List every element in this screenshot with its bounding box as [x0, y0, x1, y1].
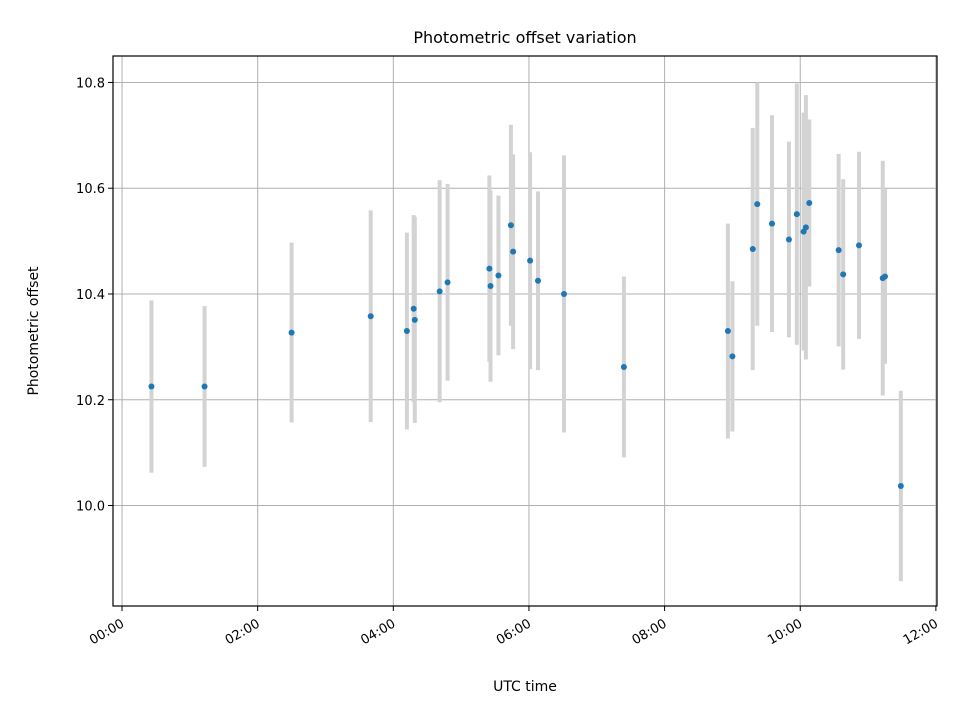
x-axis-ticks: 00:00 02:00 04:00 06:00 08:00 10:00 12:00 [87, 606, 941, 648]
data-point [897, 482, 904, 489]
data-point [840, 271, 847, 278]
data-point [411, 316, 418, 323]
data-point [620, 363, 627, 370]
data-point [749, 246, 756, 253]
data-point [785, 236, 792, 243]
x-tick-label: 10:00 [765, 616, 805, 648]
y-tick-label: 10.8 [76, 76, 105, 91]
data-point [527, 257, 534, 264]
plot-frame [112, 55, 938, 607]
x-tick-label: 04:00 [358, 616, 398, 648]
data-point [754, 201, 761, 208]
y-axis-label: Photometric offset [26, 266, 42, 396]
data-point [507, 222, 514, 229]
data-point [724, 328, 731, 334]
y-axis-ticks: 10.0 10.2 10.4 10.6 10.8 [76, 76, 113, 515]
y-tick-label: 10.2 [76, 394, 105, 409]
error-bars [149, 82, 903, 582]
x-tick-label: 12:00 [901, 616, 941, 648]
data-point [835, 247, 842, 254]
data-point [510, 248, 517, 255]
data-point [436, 288, 443, 295]
data-points [148, 200, 904, 489]
data-point [487, 283, 494, 290]
x-tick-label: 08:00 [630, 616, 670, 648]
data-point [403, 328, 410, 334]
data-point [495, 272, 502, 279]
y-tick-label: 10.6 [76, 182, 105, 197]
y-tick-label: 10.4 [76, 288, 105, 303]
data-point [148, 383, 155, 390]
data-point [201, 383, 208, 390]
data-point [534, 277, 541, 284]
data-point [793, 211, 800, 218]
data-point [444, 279, 451, 286]
data-point [856, 242, 863, 249]
data-point [560, 290, 567, 297]
x-axis-label: UTC time [493, 679, 557, 695]
data-point [806, 200, 813, 207]
data-point [288, 329, 295, 336]
chart-title: Photometric offset variation [413, 28, 636, 47]
y-tick-label: 10.0 [76, 500, 105, 515]
grid-lines [113, 56, 937, 606]
data-point [802, 224, 809, 231]
data-point [882, 273, 889, 280]
data-point [729, 353, 736, 360]
data-point [768, 220, 775, 227]
x-tick-label: 00:00 [87, 616, 127, 648]
data-point [410, 305, 417, 312]
data-point [367, 313, 374, 320]
data-point [486, 265, 493, 272]
x-tick-label: 02:00 [223, 616, 263, 648]
x-tick-label: 06:00 [494, 616, 534, 648]
